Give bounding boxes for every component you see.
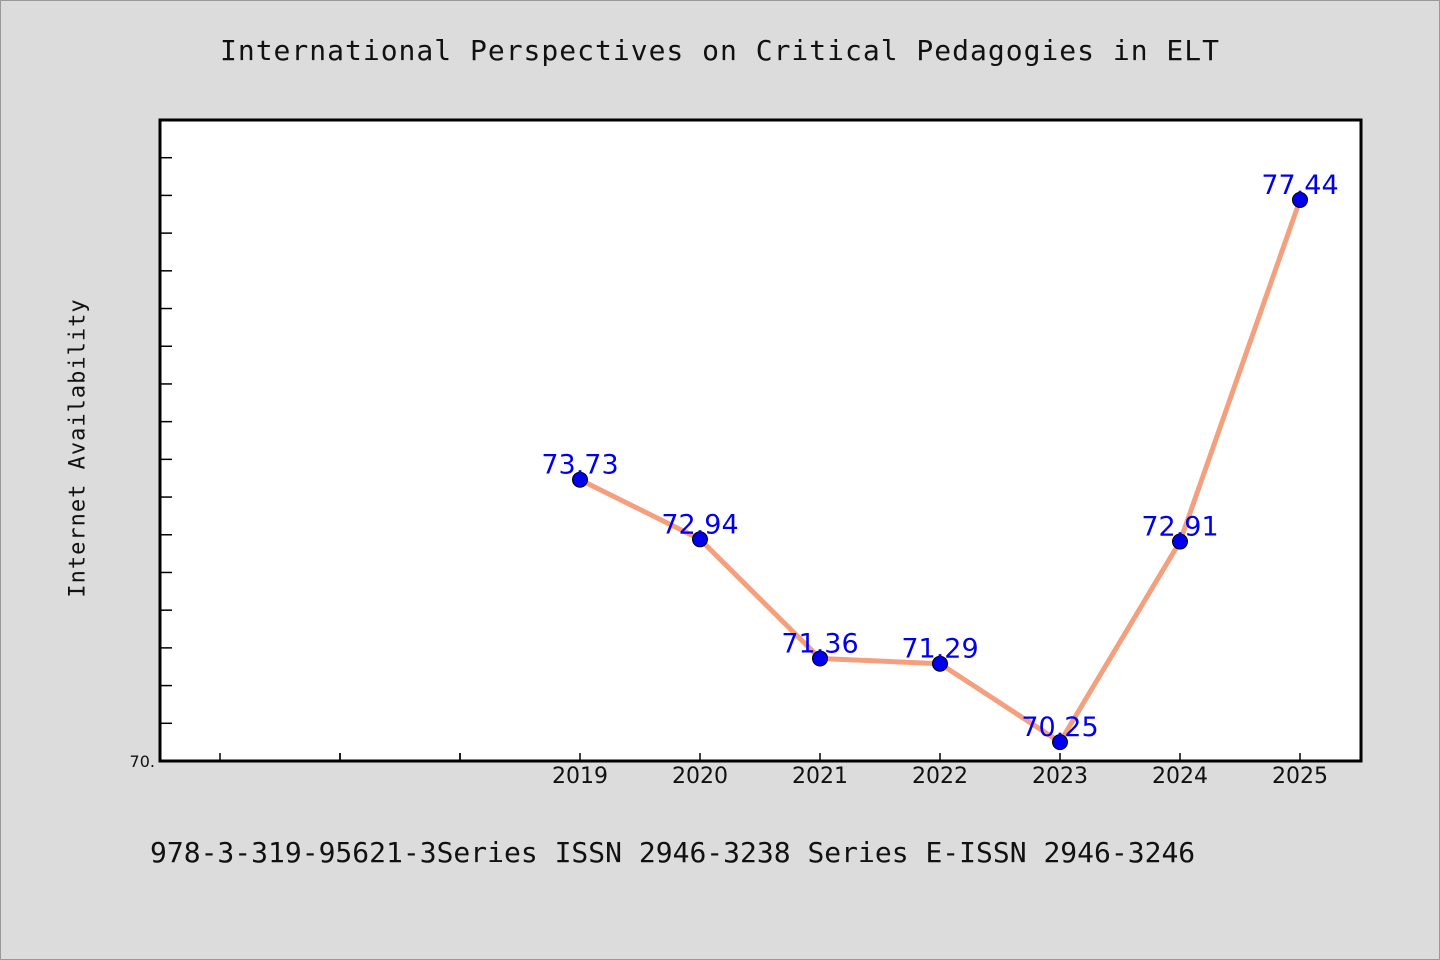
data-label: 77.44 (1261, 170, 1338, 201)
x-axis-ticks: 2019 2020 2021 2022 2023 2024 2025 (219, 753, 1328, 789)
y-tick-label: 70. (130, 752, 155, 771)
data-label: 70.25 (1021, 712, 1098, 743)
y-axis-ticks (160, 156, 172, 725)
plot-area (158, 118, 1363, 763)
data-label: 72.91 (1141, 512, 1218, 543)
data-label: 72.94 (661, 509, 738, 540)
x-tick-label: 2025 (1272, 764, 1328, 789)
footer-isbn: 978-3-319-95621-3Series ISSN 2946-3238 S… (150, 836, 1196, 869)
data-point (572, 471, 588, 488)
data-label: 71.29 (901, 634, 978, 665)
data-point (932, 655, 948, 672)
x-tick-label: 2022 (912, 764, 968, 789)
data-point (692, 531, 708, 548)
data-points (572, 191, 1308, 751)
data-label: 73.73 (541, 450, 618, 481)
x-tick-label: 2021 (792, 764, 848, 789)
data-labels: 73.73 72.94 71.36 71.29 70.25 72.91 77.44 (541, 170, 1338, 743)
x-tick-label: 2020 (672, 764, 728, 789)
data-point (1052, 734, 1068, 751)
data-point (812, 650, 828, 667)
data-label: 71.36 (781, 628, 858, 659)
x-tick-label: 2024 (1152, 764, 1208, 789)
chart-title: International Perspectives on Critical P… (219, 34, 1220, 67)
data-point (1172, 533, 1188, 550)
data-point (1292, 191, 1308, 208)
x-tick-label: 2023 (1032, 764, 1088, 789)
x-tick-label: 2019 (552, 764, 608, 789)
